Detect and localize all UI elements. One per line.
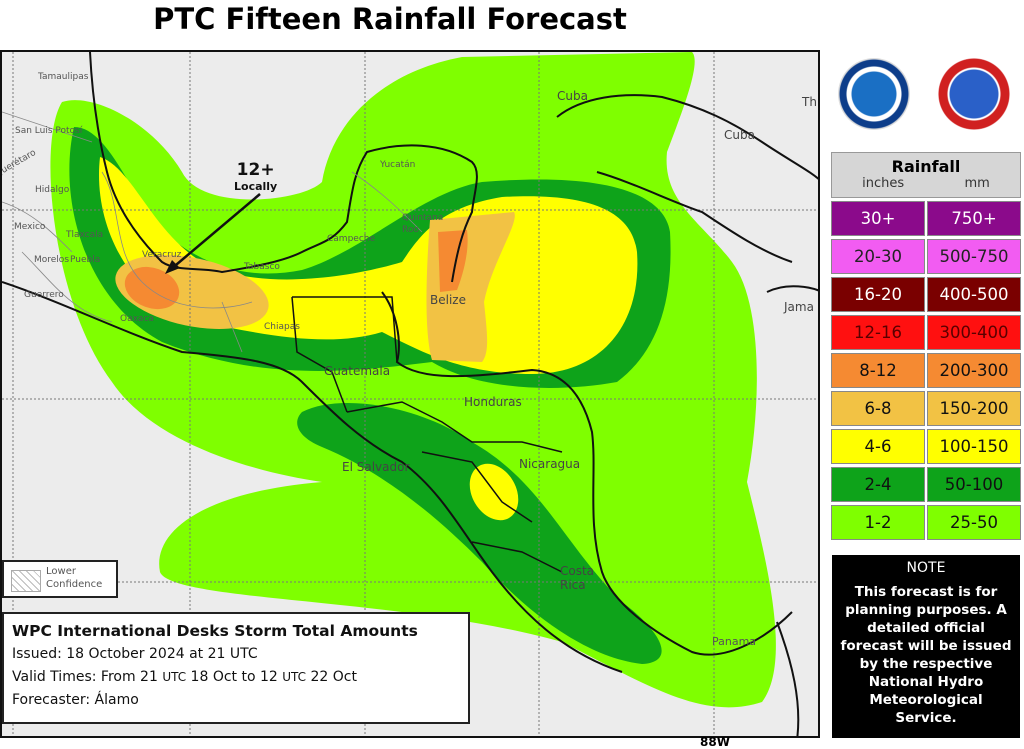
map-label-hidalgo: Hidalgo: [35, 185, 70, 195]
map-label-yucatan: Yucatán: [380, 160, 416, 170]
longitude-label: 88W: [700, 735, 730, 749]
max-rainfall-annotation: 12+ Locally: [234, 160, 277, 193]
legend-cell-in: 12-16: [831, 315, 925, 350]
rainfall-map: Tamaulipas San Luis Potosí Querétaro Hid…: [0, 50, 820, 738]
map-title: PTC Fifteen Rainfall Forecast: [153, 2, 627, 36]
valid-mid: 18 Oct to 12: [186, 669, 283, 685]
legend-row: 8-12 200-300: [831, 353, 1021, 388]
legend-cell-mm: 300-400: [927, 315, 1021, 350]
legend-row: 2-4 50-100: [831, 467, 1021, 502]
legend-cell-mm: 25-50: [927, 505, 1021, 540]
note-body: This forecast is for planning purposes. …: [840, 584, 1012, 726]
annotation-text: Locally: [234, 180, 278, 193]
map-label-tamaulipas: Tamaulipas: [38, 72, 89, 82]
map-label-cuba: Cuba: [557, 89, 588, 103]
legend-rows: 30+ 750+ 20-30 500-750 16-20 400-500 12-16 300-…: [831, 201, 1021, 540]
nws-logo: [938, 58, 1010, 130]
valid-utc-1: UTC: [162, 670, 187, 684]
legend-unit-inches: inches: [862, 176, 905, 191]
legend-unit-mm: mm: [964, 176, 990, 191]
info-heading: WPC International Desks Storm Total Amou…: [12, 622, 418, 640]
legend-cell-mm: 200-300: [927, 353, 1021, 388]
country-borders: [291, 296, 563, 573]
note-heading: NOTE: [906, 560, 946, 576]
legend-row: 12-16 300-400: [831, 315, 1021, 350]
legend-cell-in: 6-8: [831, 391, 925, 426]
state-borders: [2, 111, 423, 353]
map-label-honduras: Honduras: [464, 395, 522, 409]
legend-cell-in: 8-12: [831, 353, 925, 388]
map-label-san-luis-potosi: San Luis Potosí: [15, 126, 83, 136]
legend-cell-in: 1-2: [831, 505, 925, 540]
info-forecaster: Forecaster: Álamo: [12, 692, 139, 708]
valid-utc-2: UTC: [282, 670, 307, 684]
legend-cell-mm: 400-500: [927, 277, 1021, 312]
valid-prefix: Valid Times: From 21: [12, 669, 163, 685]
legend-title: Rainfall: [891, 157, 961, 176]
legend-cell-in: 2-4: [831, 467, 925, 502]
map-label-guatemala: Guatemala: [324, 364, 391, 378]
map-label-th: Th: [802, 95, 817, 109]
map-label-puebla: Puebla: [70, 255, 101, 265]
legend-cell-in: 20-30: [831, 239, 925, 274]
legend-cell-mm: 750+: [927, 201, 1021, 236]
rain-contour-2-4-south: [297, 403, 662, 664]
legend-row: 4-6 100-150: [831, 429, 1021, 464]
map-label-quintana-roo: Quintana Roo: [402, 213, 444, 235]
map-label-costa-rica: Costa Rica: [560, 564, 595, 592]
legend-row: 16-20 400-500: [831, 277, 1021, 312]
annotation-value: 12+: [236, 160, 275, 180]
hatch-swatch-icon: [11, 570, 41, 592]
map-label-veracruz: Veracruz: [142, 250, 182, 260]
legend-header: Rainfall inches mm: [831, 152, 1021, 198]
map-label-mexico: Mexico: [14, 222, 46, 232]
map-label-nicaragua: Nicaragua: [519, 457, 581, 471]
map-label-campeche: Campeche: [327, 234, 376, 244]
map-label-panama: Panama: [712, 635, 757, 648]
legend-cell-in: 4-6: [831, 429, 925, 464]
map-label-cuba-2: Cuba: [724, 128, 755, 142]
legend-cell-mm: 50-100: [927, 467, 1021, 502]
map-label-morelos: Morelos: [34, 255, 70, 265]
rainfall-legend: Rainfall inches mm 30+ 750+ 20-30 500-750 16-…: [831, 152, 1021, 540]
coastlines: [2, 52, 818, 736]
legend-row: 6-8 150-200: [831, 391, 1021, 426]
legend-row: 1-2 25-50: [831, 505, 1021, 540]
legend-row: 30+ 750+: [831, 201, 1021, 236]
map-label-jamaica: Jama: [784, 300, 814, 314]
noaa-logo: [838, 58, 910, 130]
map-label-el-salvador: El Salvador: [342, 460, 410, 474]
map-label-belize: Belize: [430, 293, 466, 307]
rain-contour-1-2: [50, 52, 776, 708]
map-label-guerrero: Guerrero: [24, 290, 64, 300]
legend-cell-mm: 500-750: [927, 239, 1021, 274]
valid-suffix: 22 Oct: [306, 669, 357, 685]
legend-cell-in: 30+: [831, 201, 925, 236]
map-label-tlaxcala: Tlaxcala: [66, 230, 104, 240]
lower-confidence-key: Lower Confidence: [2, 560, 118, 598]
annotation-arrow: [165, 193, 261, 274]
lower-confidence-line1: Lower: [46, 566, 76, 577]
map-label-tabasco: Tabasco: [244, 262, 280, 272]
info-issued: Issued: 18 October 2024 at 21 UTC: [12, 646, 258, 662]
legend-cell-mm: 100-150: [927, 429, 1021, 464]
map-label-chiapas: Chiapas: [264, 322, 300, 332]
map-label-oaxaca: Oaxaca: [120, 314, 154, 324]
legend-cell-in: 16-20: [831, 277, 925, 312]
legend-cell-mm: 150-200: [927, 391, 1021, 426]
forecast-info-box: WPC International Desks Storm Total Amou…: [2, 612, 470, 724]
lower-confidence-line2: Confidence: [46, 579, 103, 590]
note-box: NOTE This forecast is for planning purpo…: [832, 555, 1020, 738]
rainfall-map-canvas: [2, 52, 818, 736]
legend-row: 20-30 500-750: [831, 239, 1021, 274]
info-valid-times: Valid Times: From 21 UTC 18 Oct to 12 UT…: [12, 666, 460, 689]
